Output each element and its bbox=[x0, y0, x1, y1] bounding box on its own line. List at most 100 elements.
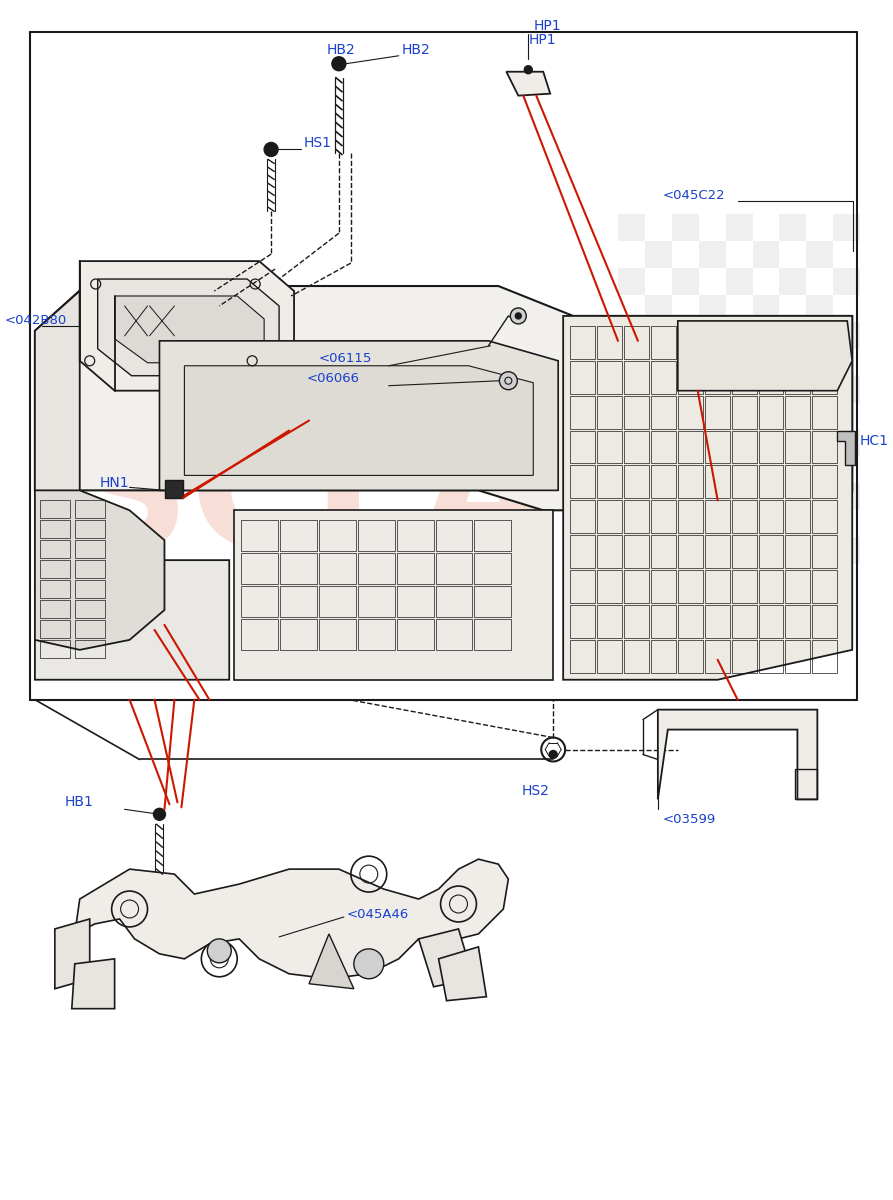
Bar bbox=[786, 535, 810, 568]
Bar bbox=[726, 215, 753, 241]
Text: HN1: HN1 bbox=[100, 476, 129, 491]
Bar bbox=[436, 586, 472, 617]
Bar bbox=[597, 466, 622, 498]
Bar bbox=[40, 521, 70, 539]
Bar bbox=[624, 466, 649, 498]
Bar bbox=[672, 376, 698, 403]
Bar bbox=[753, 510, 780, 538]
Bar bbox=[758, 640, 783, 673]
Bar bbox=[645, 564, 672, 592]
Bar bbox=[786, 396, 810, 428]
Bar bbox=[758, 570, 783, 602]
Text: HB2: HB2 bbox=[327, 43, 355, 56]
Polygon shape bbox=[79, 262, 294, 391]
Bar bbox=[678, 570, 703, 602]
Bar bbox=[705, 535, 730, 568]
Bar bbox=[672, 538, 698, 564]
Circle shape bbox=[354, 949, 384, 979]
Bar bbox=[758, 605, 783, 638]
Bar bbox=[705, 396, 730, 428]
Bar bbox=[474, 521, 512, 551]
Bar bbox=[705, 570, 730, 602]
Bar bbox=[806, 349, 833, 376]
Bar bbox=[780, 484, 806, 510]
Bar bbox=[806, 564, 833, 592]
Bar bbox=[651, 431, 676, 463]
Bar bbox=[436, 553, 472, 584]
Bar bbox=[833, 376, 860, 403]
Bar bbox=[786, 640, 810, 673]
Bar bbox=[786, 466, 810, 498]
Bar bbox=[319, 553, 355, 584]
Bar bbox=[436, 619, 472, 650]
Bar bbox=[651, 326, 676, 359]
Bar bbox=[651, 640, 676, 673]
Bar bbox=[753, 403, 780, 430]
Bar bbox=[624, 396, 649, 428]
Bar bbox=[726, 430, 753, 456]
Bar bbox=[698, 564, 726, 592]
Circle shape bbox=[154, 809, 165, 821]
Bar bbox=[40, 620, 70, 638]
Bar bbox=[813, 431, 838, 463]
Circle shape bbox=[515, 313, 522, 319]
Bar bbox=[570, 605, 595, 638]
Bar bbox=[731, 640, 756, 673]
Bar bbox=[806, 510, 833, 538]
Bar bbox=[40, 540, 70, 558]
Bar bbox=[624, 570, 649, 602]
Text: <03599: <03599 bbox=[663, 812, 716, 826]
Bar bbox=[624, 640, 649, 673]
Bar bbox=[758, 361, 783, 394]
Bar bbox=[753, 349, 780, 376]
Bar bbox=[726, 376, 753, 403]
Polygon shape bbox=[54, 919, 89, 989]
Bar bbox=[75, 640, 104, 658]
Bar bbox=[651, 466, 676, 498]
Bar bbox=[436, 521, 472, 551]
Bar bbox=[40, 580, 70, 598]
Polygon shape bbox=[160, 341, 558, 491]
Bar bbox=[806, 456, 833, 484]
Bar bbox=[753, 241, 780, 268]
Text: HS2: HS2 bbox=[522, 785, 549, 798]
Bar bbox=[651, 605, 676, 638]
Bar bbox=[645, 403, 672, 430]
Polygon shape bbox=[184, 366, 533, 475]
Bar bbox=[753, 456, 780, 484]
Text: HP1: HP1 bbox=[533, 19, 561, 32]
Bar bbox=[678, 500, 703, 533]
Bar bbox=[780, 215, 806, 241]
Bar bbox=[645, 510, 672, 538]
Bar bbox=[570, 535, 595, 568]
Bar bbox=[731, 466, 756, 498]
Bar bbox=[474, 553, 512, 584]
Bar bbox=[624, 326, 649, 359]
Circle shape bbox=[264, 143, 278, 156]
Bar bbox=[705, 640, 730, 673]
Bar bbox=[40, 560, 70, 578]
Bar bbox=[806, 403, 833, 430]
Polygon shape bbox=[563, 316, 852, 679]
Text: SCLA: SCLA bbox=[71, 419, 547, 582]
Bar bbox=[786, 361, 810, 394]
Bar bbox=[698, 295, 726, 322]
Bar bbox=[597, 570, 622, 602]
Bar bbox=[678, 466, 703, 498]
Bar bbox=[698, 510, 726, 538]
Bar bbox=[597, 326, 622, 359]
Bar bbox=[75, 500, 104, 518]
Bar bbox=[753, 295, 780, 322]
Bar bbox=[597, 535, 622, 568]
Bar bbox=[705, 361, 730, 394]
Text: <045A46: <045A46 bbox=[346, 908, 409, 922]
Bar bbox=[651, 361, 676, 394]
Polygon shape bbox=[97, 280, 280, 376]
Text: HC1: HC1 bbox=[859, 433, 889, 448]
Bar bbox=[570, 570, 595, 602]
Bar bbox=[726, 484, 753, 510]
Bar bbox=[570, 640, 595, 673]
Polygon shape bbox=[234, 510, 553, 679]
Bar bbox=[758, 500, 783, 533]
Bar bbox=[813, 326, 838, 359]
